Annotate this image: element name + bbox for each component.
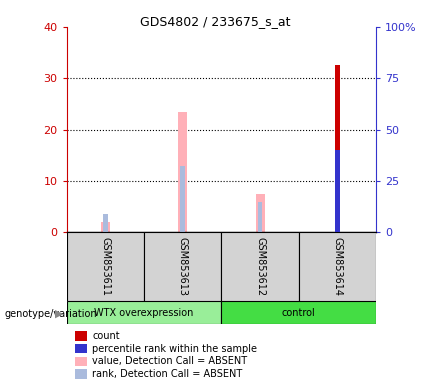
Text: percentile rank within the sample: percentile rank within the sample	[92, 344, 258, 354]
Bar	[178, 112, 187, 232]
Bar	[144, 232, 221, 301]
Text: GSM853612: GSM853612	[255, 237, 265, 296]
Text: GDS4802 / 233675_s_at: GDS4802 / 233675_s_at	[140, 15, 290, 28]
Bar	[335, 150, 340, 232]
Bar	[335, 65, 340, 232]
Bar	[221, 301, 376, 324]
Bar	[221, 232, 299, 301]
Bar	[67, 232, 144, 301]
Bar	[101, 222, 110, 232]
Bar	[299, 232, 376, 301]
Text: control: control	[282, 308, 316, 318]
Bar	[67, 301, 221, 324]
Bar	[255, 194, 265, 232]
Text: GSM853614: GSM853614	[332, 237, 343, 296]
Bar	[258, 202, 262, 232]
Text: GSM853611: GSM853611	[100, 237, 111, 296]
Text: genotype/variation: genotype/variation	[4, 309, 97, 319]
Bar	[103, 214, 108, 232]
Text: WTX overexpression: WTX overexpression	[94, 308, 194, 318]
Text: rank, Detection Call = ABSENT: rank, Detection Call = ABSENT	[92, 369, 243, 379]
Text: value, Detection Call = ABSENT: value, Detection Call = ABSENT	[92, 356, 248, 366]
Text: ▶: ▶	[55, 309, 64, 319]
Bar	[181, 166, 185, 232]
Text: GSM853613: GSM853613	[178, 237, 188, 296]
Text: count: count	[92, 331, 120, 341]
